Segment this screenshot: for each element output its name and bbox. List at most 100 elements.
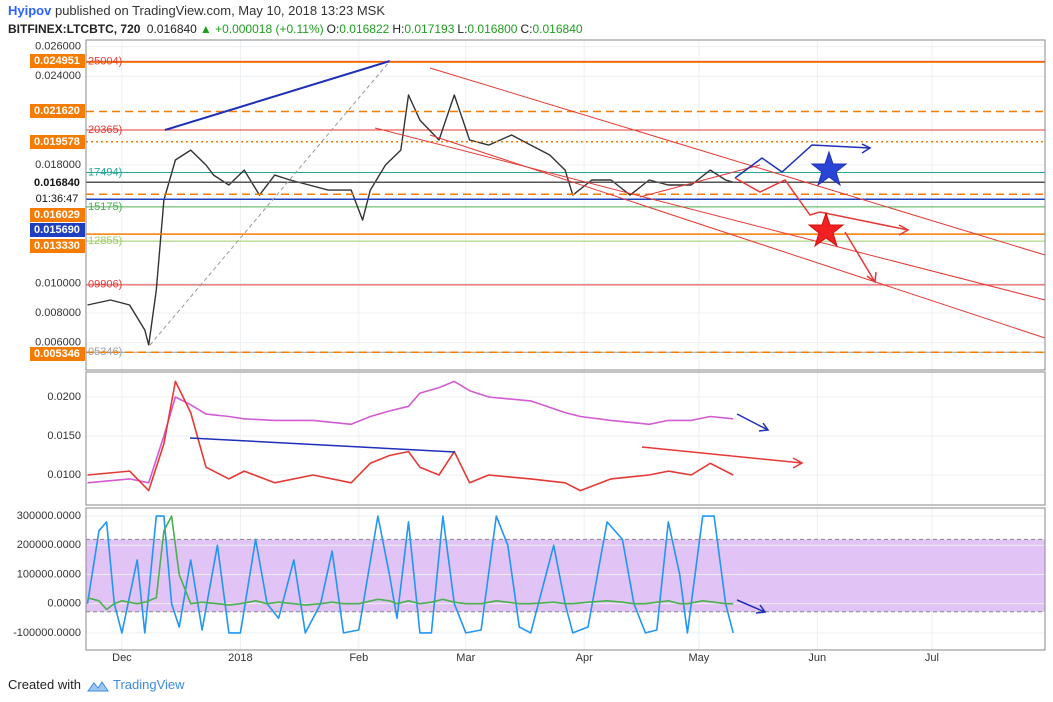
price-badge-label: 0.016840 xyxy=(34,177,80,189)
price-badge-label: 0.015690 xyxy=(34,224,80,236)
x-tick-label: Feb xyxy=(349,652,368,664)
logo-shape xyxy=(86,680,109,692)
price-badge-label: 0.016029 xyxy=(34,209,80,221)
level-label: 17494) xyxy=(88,166,122,178)
channel-line xyxy=(429,134,1046,339)
ohlc-value: 0.017193 xyxy=(404,22,455,36)
price-badge xyxy=(30,104,85,118)
forecast-path xyxy=(844,231,876,283)
x-tick-label: May xyxy=(688,652,709,664)
ohlc-value: 0.016800 xyxy=(467,22,518,36)
x-tick-label: 2018 xyxy=(228,652,252,664)
label-layer: Dec 2018 Feb Mar Apr May Jun Jul 0.026000 0.02400… xyxy=(13,41,939,664)
publisher[interactable]: Hyipov xyxy=(8,3,52,18)
trend-line xyxy=(149,60,391,346)
pane-border xyxy=(85,371,1046,506)
logo xyxy=(86,680,109,692)
y-tick-label: 0.018000 xyxy=(35,159,81,171)
price-badge xyxy=(30,176,85,190)
price-badge-label: 0.019578 xyxy=(34,136,80,148)
arrow-head xyxy=(861,143,872,154)
drawings xyxy=(149,60,1046,614)
ohlc-key: C: xyxy=(520,22,533,36)
price-badge xyxy=(30,54,85,68)
y-tick-label: 200000.0000 xyxy=(17,539,81,551)
arrow xyxy=(641,446,803,464)
series-line xyxy=(87,515,734,611)
price-badge xyxy=(30,239,85,253)
x-tick-label: Apr xyxy=(576,652,593,664)
symbol: BITFINEX:LTCBTC, 720 xyxy=(8,22,141,36)
pane-border xyxy=(85,39,1046,371)
ohlc-value: 0.016840 xyxy=(532,22,583,36)
y-tick-label: -100000.0000 xyxy=(13,627,81,639)
series-line xyxy=(87,94,734,346)
y-tick-label: 0.026000 xyxy=(35,41,81,53)
y-tick-label: 0.0100 xyxy=(47,469,81,481)
channel-line xyxy=(429,67,1046,256)
arrow-head xyxy=(866,271,877,284)
trend-line xyxy=(164,60,391,131)
y-tick-label: 100000.0000 xyxy=(17,568,81,580)
x-tick-label: Mar xyxy=(456,652,475,664)
ohlc-key: L: xyxy=(457,22,468,36)
footer: Created with TradingView xyxy=(8,677,185,692)
level-label: 05346) xyxy=(88,346,122,358)
x-tick-label: Dec xyxy=(112,652,132,664)
divergence-line xyxy=(189,437,456,453)
arrow-head xyxy=(898,224,910,236)
level-label: 15175) xyxy=(88,201,122,213)
forecast-path xyxy=(734,144,871,179)
level-label: 25004) xyxy=(88,55,122,67)
symbol-line: BITFINEX:LTCBTC, 720 0.016840 ▲ +0.000018… xyxy=(8,22,589,36)
band xyxy=(86,539,1045,612)
arrow-head xyxy=(758,422,770,432)
arrow-head xyxy=(792,457,804,469)
level-label: 09906) xyxy=(88,279,122,291)
change: ▲ +0.000018 (+0.11%) xyxy=(199,22,324,36)
price-badge-label: 0.021620 xyxy=(34,105,80,117)
channel-line xyxy=(639,164,761,198)
series-line xyxy=(87,380,734,492)
ohlc-key: O: xyxy=(326,22,340,36)
y-tick-label: 300000.0000 xyxy=(17,510,81,522)
x-tick-label: Jul xyxy=(925,652,939,664)
channel-line xyxy=(374,127,1046,301)
ohlc-key: H: xyxy=(392,22,405,36)
price-badge xyxy=(30,223,85,237)
price-badge xyxy=(30,135,85,149)
blue-star xyxy=(810,150,848,187)
ohlc: O:0.016822 H:0.017193 L:0.016800 C:0.016840 xyxy=(327,22,586,36)
y-tick-label: 0.008000 xyxy=(35,307,81,319)
price-badge-label: 0.013330 xyxy=(34,240,80,252)
footer-text: Created with xyxy=(8,677,81,692)
brand[interactable]: TradingView xyxy=(112,677,185,692)
y-tick-label: 0.010000 xyxy=(35,277,81,289)
forecast-path xyxy=(734,177,909,231)
pane-border xyxy=(85,507,1046,651)
price-badge xyxy=(30,208,85,222)
price-badge-label: 0.024951 xyxy=(34,55,80,67)
y-tick-label: 0.006000 xyxy=(35,337,81,349)
countdown: 01:36:47 xyxy=(36,193,79,205)
ohlc-value: 0.016822 xyxy=(339,22,390,36)
level-label: 12855) xyxy=(88,235,122,247)
price-badge xyxy=(30,347,85,361)
price-badge-label: 0.005346 xyxy=(34,348,80,360)
y-tick-label: 0.0200 xyxy=(47,391,81,403)
publish-line: Hyipov published on TradingView.com, May… xyxy=(8,3,385,18)
chart: Dec 2018 Feb Mar Apr May Jun Jul 0.026000 0.02400… xyxy=(13,39,1046,664)
red-star xyxy=(807,211,845,248)
arrow-head xyxy=(755,604,767,614)
level-label: 20365) xyxy=(88,124,122,136)
arrow xyxy=(736,413,769,431)
y-tick-label: 0.024000 xyxy=(35,70,81,82)
arrow xyxy=(736,599,766,613)
data-layer xyxy=(86,40,1045,650)
x-tick-label: Jun xyxy=(808,652,826,664)
y-tick-label: 0.0150 xyxy=(47,430,81,442)
published: published on TradingView.com, May 10, 20… xyxy=(54,3,385,18)
last-price: 0.016840 xyxy=(146,22,197,36)
y-tick-label: 0.0000 xyxy=(47,598,81,610)
